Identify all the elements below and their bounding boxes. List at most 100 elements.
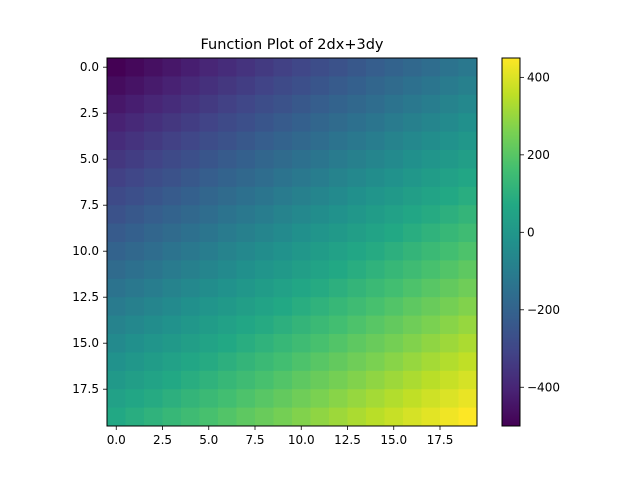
heatmap-cell (440, 352, 459, 372)
heatmap-cell (107, 297, 126, 316)
heatmap-cell (273, 205, 293, 224)
heatmap-cell (403, 131, 422, 151)
heatmap-cell (107, 168, 126, 188)
heatmap-cell (458, 94, 478, 114)
heatmap-cell (236, 352, 256, 372)
heatmap-cell (199, 168, 219, 188)
heatmap-cell (107, 150, 126, 169)
heatmap-cell (403, 58, 422, 77)
y-tick-label: 0.0 (80, 60, 99, 74)
heatmap-cell (236, 278, 256, 298)
heatmap-cell (403, 186, 422, 206)
heatmap-cell (218, 205, 237, 224)
heatmap-cell (199, 407, 219, 427)
heatmap-cell (384, 58, 404, 77)
heatmap-cell (218, 150, 237, 169)
heatmap-cell (403, 76, 422, 96)
colorbar-tick-label: −200 (527, 303, 560, 317)
heatmap-cell (329, 407, 348, 427)
heatmap-cell (292, 242, 311, 261)
heatmap-cell (310, 131, 330, 151)
heatmap-cell (144, 168, 163, 188)
heatmap-cell (255, 315, 274, 335)
heatmap-cell (273, 278, 293, 298)
heatmap-cell (255, 76, 274, 96)
y-tick-label: 10.0 (72, 244, 99, 258)
heatmap-cell (199, 389, 219, 408)
heatmap-cell (162, 150, 182, 169)
heatmap-cell (347, 94, 367, 114)
heatmap-cell (440, 242, 459, 261)
heatmap-cell (458, 389, 478, 408)
y-tick-label: 5.0 (80, 152, 99, 166)
heatmap-cell (329, 113, 348, 132)
heatmap-cell (218, 352, 237, 372)
heatmap-cell (144, 334, 163, 353)
heatmap-cell (144, 205, 163, 224)
heatmap-cell (255, 186, 274, 206)
heatmap-cell (347, 278, 367, 298)
heatmap-cell (236, 389, 256, 408)
heatmap-cell (199, 76, 219, 96)
heatmap-cell (107, 113, 126, 132)
heatmap-cell (125, 186, 145, 206)
heatmap-cell (347, 370, 367, 390)
heatmap-cell (329, 352, 348, 372)
heatmap-cell (440, 150, 459, 169)
heatmap-cell (384, 315, 404, 335)
heatmap-cell (273, 94, 293, 114)
heatmap-cell (329, 186, 348, 206)
heatmap-cell (347, 150, 367, 169)
heatmap-cell (125, 150, 145, 169)
heatmap-cell (440, 315, 459, 335)
heatmap-cell (162, 168, 182, 188)
heatmap-cell (107, 334, 126, 353)
heatmap-cell (421, 168, 441, 188)
heatmap-cell (384, 260, 404, 280)
heatmap-cell (144, 370, 163, 390)
heatmap-cell (236, 186, 256, 206)
heatmap-cell (107, 315, 126, 335)
heatmap-cell (366, 223, 385, 243)
heatmap-cell (181, 186, 200, 206)
heatmap-cell (144, 58, 163, 77)
x-tick-label: 0.0 (107, 433, 126, 447)
heatmap-cell (181, 260, 200, 280)
heatmap-cell (458, 186, 478, 206)
heatmap-cell (403, 242, 422, 261)
heatmap-cell (440, 223, 459, 243)
heatmap-cell (199, 334, 219, 353)
heatmap-cell (329, 223, 348, 243)
heatmap-cell (384, 334, 404, 353)
heatmap-cell (384, 370, 404, 390)
heatmap-cell (440, 297, 459, 316)
heatmap-cell (458, 205, 478, 224)
heatmap-cell (144, 297, 163, 316)
x-tick-label: 5.0 (199, 433, 218, 447)
heatmap-cell (366, 389, 385, 408)
heatmap-cell (366, 94, 385, 114)
heatmap-cell (107, 389, 126, 408)
heatmap-cell (366, 242, 385, 261)
heatmap-cell (125, 315, 145, 335)
heatmap-cell (329, 168, 348, 188)
heatmap-cell (421, 334, 441, 353)
heatmap-cell (273, 389, 293, 408)
y-axis: 0.0 2.5 5.0 7.5 10.0 12.5 15.0 17.5 (72, 60, 107, 396)
heatmap-cell (403, 407, 422, 427)
heatmap-cell (162, 407, 182, 427)
heatmap-cell (292, 260, 311, 280)
heatmap-cell (273, 186, 293, 206)
heatmap-cell (347, 223, 367, 243)
y-tick-label: 15.0 (72, 336, 99, 350)
x-tick-label: 17.5 (427, 433, 454, 447)
heatmap-cell (218, 113, 237, 132)
heatmap-cell (366, 131, 385, 151)
heatmap-cell (421, 278, 441, 298)
heatmap-cell (366, 370, 385, 390)
heatmap-cell (458, 370, 478, 390)
heatmap-cell (347, 389, 367, 408)
heatmap-cell (162, 334, 182, 353)
heatmap-cell (255, 113, 274, 132)
heatmap-cell (144, 131, 163, 151)
